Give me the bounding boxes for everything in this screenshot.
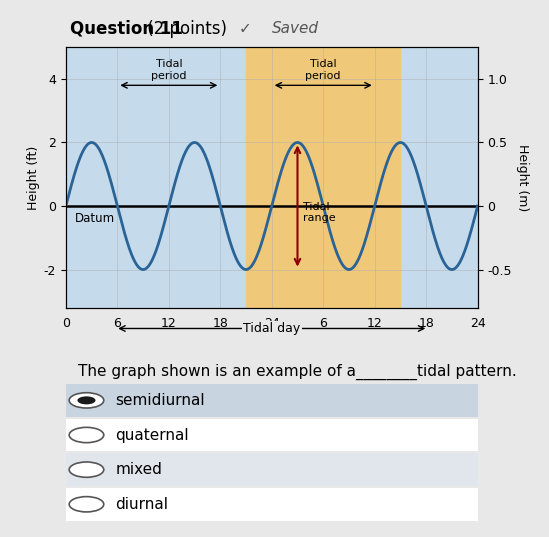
Text: semidiurnal: semidiurnal (115, 393, 205, 408)
Text: mixed: mixed (115, 462, 162, 477)
Text: Question 11: Question 11 (70, 20, 183, 38)
FancyBboxPatch shape (66, 453, 478, 486)
Text: (2 points): (2 points) (142, 20, 227, 38)
Text: diurnal: diurnal (115, 497, 169, 512)
Circle shape (69, 427, 104, 442)
Text: Datum: Datum (75, 212, 115, 225)
FancyBboxPatch shape (66, 419, 478, 452)
Circle shape (69, 462, 104, 477)
Y-axis label: Height (m): Height (m) (516, 144, 529, 211)
Bar (246, 47, 400, 308)
Y-axis label: Height (ft): Height (ft) (26, 146, 40, 209)
Circle shape (69, 497, 104, 512)
Text: Tidal
period: Tidal period (305, 59, 341, 81)
Text: ✓: ✓ (239, 21, 251, 37)
Text: Tidal day: Tidal day (243, 322, 300, 335)
Circle shape (77, 396, 96, 404)
Text: Tidal
range: Tidal range (302, 201, 335, 223)
FancyBboxPatch shape (66, 488, 478, 521)
Text: The graph shown is an example of a________tidal pattern.: The graph shown is an example of a______… (78, 364, 517, 380)
Circle shape (69, 393, 104, 408)
FancyBboxPatch shape (66, 384, 478, 417)
Text: quaternal: quaternal (115, 427, 189, 442)
Text: Saved: Saved (272, 21, 319, 37)
Text: Tidal
period: Tidal period (151, 59, 187, 81)
